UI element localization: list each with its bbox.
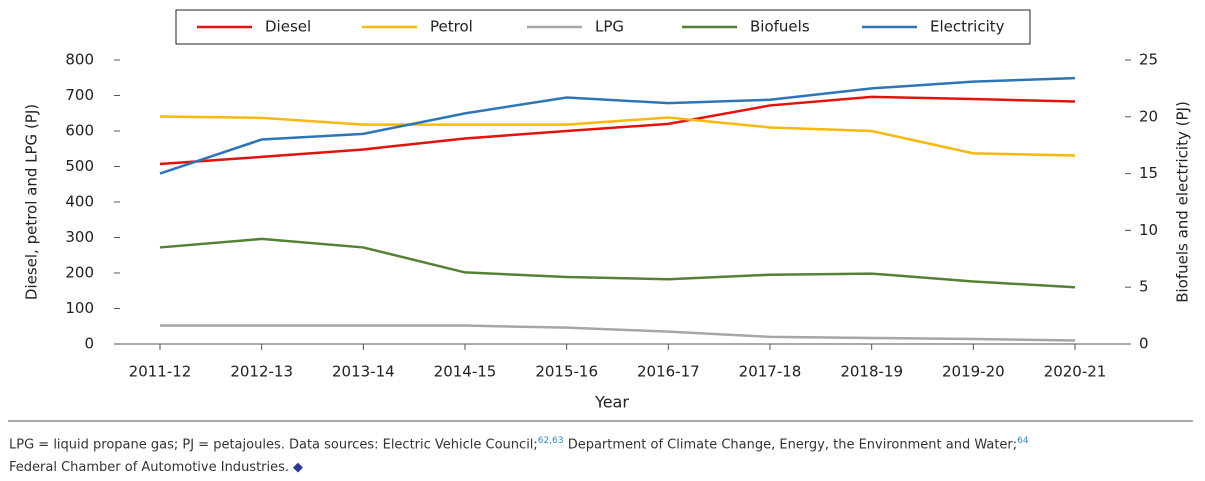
x-tick-label: 2015-16 xyxy=(535,363,598,381)
y2-tick-label: 20 xyxy=(1139,107,1158,125)
y-tick-label: 500 xyxy=(65,157,94,175)
legend-label: Diesel xyxy=(265,18,311,36)
y2-tick-label: 10 xyxy=(1139,221,1158,239)
x-tick-label: 2014-15 xyxy=(434,363,497,381)
legend-label: Biofuels xyxy=(750,18,810,36)
x-tick-label: 2016-17 xyxy=(637,363,700,381)
x-tick-label: 2012-13 xyxy=(230,363,293,381)
y-axis-label: Diesel, petrol and LPG (PJ) xyxy=(23,104,41,300)
y2-tick-label: 0 xyxy=(1139,335,1149,353)
series-line xyxy=(160,324,1076,342)
footnote-ref: 62,63 xyxy=(537,436,564,446)
footnote-text: LPG = liquid propane gas; PJ = petajoule… xyxy=(9,437,538,453)
y-tick-label: 600 xyxy=(65,122,94,140)
series-line xyxy=(159,76,1076,175)
series-line xyxy=(159,115,1076,157)
y2-tick-label: 15 xyxy=(1139,164,1158,182)
series-line xyxy=(159,95,1076,166)
x-tick-label: 2020-21 xyxy=(1044,363,1107,381)
y-tick-label: 400 xyxy=(65,193,94,211)
y-tick-label: 100 xyxy=(65,299,94,317)
footnote-text: Department of Climate Change, Energy, th… xyxy=(563,437,1018,453)
footnote-text: Federal Chamber of Automotive Industries… xyxy=(9,460,290,476)
x-tick-label: 2019-20 xyxy=(942,363,1005,381)
y2-tick-label: 5 xyxy=(1139,278,1149,296)
legend-label: Petrol xyxy=(430,18,473,36)
footnote: LPG = liquid propane gas; PJ = petajoule… xyxy=(9,430,1199,479)
x-tick-label: 2011-12 xyxy=(129,363,192,381)
y-tick-label: 300 xyxy=(65,228,94,246)
footnote-ref: 64 xyxy=(1017,436,1029,446)
series-line xyxy=(159,237,1076,289)
y2-axis-label: Biofuels and electricity (PJ) xyxy=(1174,101,1192,303)
y-tick-label: 200 xyxy=(65,264,94,282)
x-tick-label: 2018-19 xyxy=(840,363,903,381)
x-axis-label: Year xyxy=(594,393,629,412)
y-tick-label: 700 xyxy=(65,86,94,104)
x-tick-label: 2017-18 xyxy=(739,363,802,381)
legend-label: Electricity xyxy=(930,18,1005,36)
x-tick-label: 2013-14 xyxy=(332,363,395,381)
y-tick-label: 0 xyxy=(84,335,94,353)
legend-box xyxy=(175,9,1031,45)
y-tick-label: 800 xyxy=(65,51,94,69)
legend-label: LPG xyxy=(595,18,624,36)
diamond-icon: ◆ xyxy=(293,460,304,476)
y2-tick-label: 25 xyxy=(1139,51,1158,69)
chart: Diesel, petrol and LPG (PJ) Biofuels and… xyxy=(8,9,1193,422)
